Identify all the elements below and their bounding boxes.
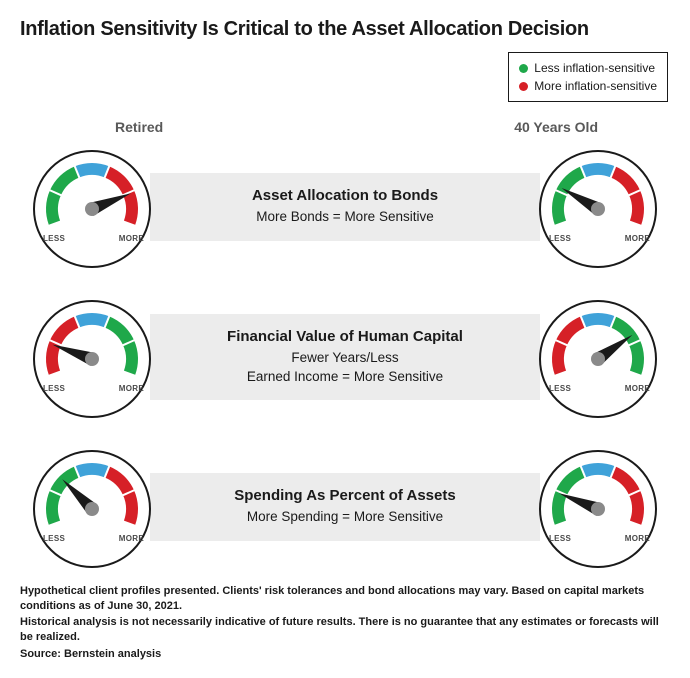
row-center-box: Financial Value of Human Capital Fewer Ye… [150, 314, 540, 399]
legend-label-less: Less inflation-sensitive [534, 59, 655, 77]
row-subtitle: More Spending = More Sensitive [162, 508, 528, 526]
gauge-label-more: MORE [119, 234, 144, 243]
gauge-label-more: MORE [625, 384, 650, 393]
gauge-right: LESS MORE [534, 293, 662, 421]
footer: Hypothetical client profiles presented. … [20, 584, 670, 664]
legend-box: Less inflation-sensitive More inflation-… [508, 52, 668, 102]
gauge-label-less: LESS [549, 234, 571, 243]
column-header-left: Retired [115, 119, 163, 135]
row-title: Spending As Percent of Assets [162, 487, 528, 504]
gauge-right: LESS MORE [534, 443, 662, 571]
footer-p1: Hypothetical client profiles presented. … [20, 584, 670, 614]
row-center-box: Asset Allocation to Bonds More Bonds = Mo… [150, 173, 540, 240]
row-title: Financial Value of Human Capital [162, 328, 528, 345]
gauge-label-less: LESS [43, 534, 65, 543]
page-title: Inflation Sensitivity Is Critical to the… [20, 18, 670, 41]
gauge-label-more: MORE [119, 384, 144, 393]
gauge-left: LESS MORE [28, 293, 156, 421]
legend-row-less: Less inflation-sensitive [519, 59, 657, 77]
legend-row-more: More inflation-sensitive [519, 77, 657, 95]
gauge-left: LESS MORE [28, 143, 156, 271]
gauge-label-less: LESS [549, 384, 571, 393]
row-subtitle: Fewer Years/LessEarned Income = More Sen… [162, 349, 528, 385]
gauge-label-more: MORE [625, 534, 650, 543]
gauge-label-less: LESS [43, 234, 65, 243]
row-subtitle: More Bonds = More Sensitive [162, 208, 528, 226]
gauge-row: LESS MORE Spending As Percent of Assets Mor… [28, 443, 662, 571]
legend-dot-less [519, 64, 528, 73]
gauge-right: LESS MORE [534, 143, 662, 271]
legend-label-more: More inflation-sensitive [534, 77, 657, 95]
footer-p2: Historical analysis is not necessarily i… [20, 615, 670, 645]
gauge-row: LESS MORE Asset Allocation to Bonds More Bo… [28, 143, 662, 271]
gauge-label-less: LESS [43, 384, 65, 393]
row-title: Asset Allocation to Bonds [162, 187, 528, 204]
row-center-box: Spending As Percent of Assets More Spendi… [150, 473, 540, 540]
gauge-label-less: LESS [549, 534, 571, 543]
gauge-label-more: MORE [119, 534, 144, 543]
legend-dot-more [519, 82, 528, 91]
gauge-label-more: MORE [625, 234, 650, 243]
rows-container: LESS MORE Asset Allocation to Bonds More Bo… [20, 143, 670, 571]
footer-p3: Source: Bernstein analysis [20, 647, 670, 662]
column-header-right: 40 Years Old [514, 119, 598, 135]
gauge-row: LESS MORE Financial Value of Human Capital… [28, 293, 662, 421]
gauge-left: LESS MORE [28, 443, 156, 571]
